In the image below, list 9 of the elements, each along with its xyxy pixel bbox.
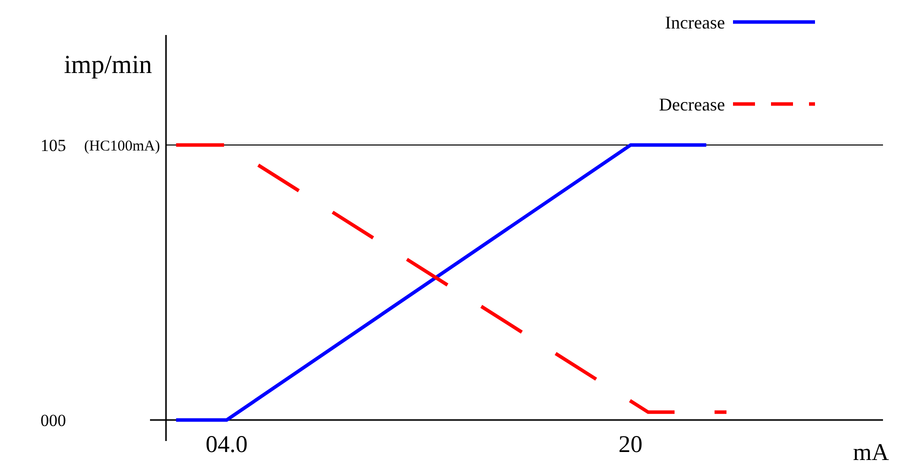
ref-line-label: (HC100mA) xyxy=(84,138,160,154)
x-axis-title: mA xyxy=(853,440,890,466)
legend-label: Increase xyxy=(665,12,726,32)
x-tick-label: 20 xyxy=(618,432,643,458)
y-axis-title: imp/min xyxy=(64,50,152,79)
y-tick-label: 000 xyxy=(40,410,66,430)
legend-label: Decrease xyxy=(659,94,725,114)
y-tick-label: 105 xyxy=(40,136,66,155)
x-tick-label: 04.0 xyxy=(206,432,248,458)
